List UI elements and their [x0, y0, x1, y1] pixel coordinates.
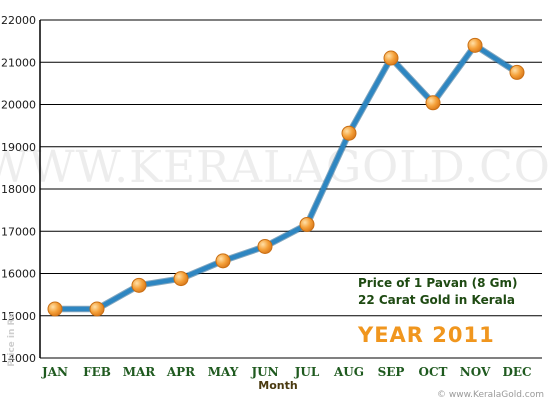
y-tick-16000: 16000	[1, 268, 36, 281]
footer-credit: © www.KeralaGold.com	[437, 390, 544, 400]
data-point-apr	[173, 271, 189, 287]
data-point-sep	[383, 50, 399, 66]
data-point-feb	[89, 301, 105, 317]
x-tick-jan: JAN	[41, 365, 68, 379]
y-tick-17000: 17000	[1, 225, 36, 238]
grid-layer	[40, 19, 542, 359]
x-tick-mar: MAR	[123, 365, 157, 379]
data-point-may	[215, 253, 231, 269]
annotation-gold-line: 22 Carat Gold in Kerala	[358, 293, 515, 307]
data-point-dec	[509, 64, 525, 80]
y-tick-15000: 15000	[1, 310, 36, 323]
series-layer	[47, 37, 525, 317]
data-point-nov	[467, 37, 483, 53]
annotation-price-line: Price of 1 Pavan (8 Gm)	[358, 276, 518, 290]
y-tick-14000: 14000	[1, 352, 36, 365]
y-tick-18000: 18000	[1, 183, 36, 196]
x-tick-apr: APR	[166, 365, 196, 379]
annotation-year: YEAR 2011	[357, 323, 495, 347]
y-tick-labels: 14000 15000 16000 17000 18000 19000 20000 21000…	[1, 14, 36, 365]
y-tick-20000: 20000	[1, 99, 36, 112]
data-point-jan	[47, 301, 63, 317]
data-point-mar	[131, 277, 147, 293]
series-line	[52, 43, 520, 312]
y-tick-22000: 22000	[1, 14, 36, 27]
x-tick-feb: FEB	[83, 365, 111, 379]
x-tick-may: MAY	[208, 365, 239, 379]
x-tick-jul: JUL	[294, 365, 320, 379]
x-axis-label: Month	[258, 379, 297, 392]
x-tick-aug: AUG	[333, 365, 364, 379]
x-tick-labels: JAN FEB MAR APR MAY JUN JUL AUG SEP OCT NOV DEC	[41, 365, 532, 379]
y-axis-label: Price in Rs	[7, 313, 17, 367]
x-tick-nov: NOV	[460, 365, 491, 379]
data-point-aug	[341, 125, 357, 141]
y-tick-19000: 19000	[1, 141, 36, 154]
x-tick-sep: SEP	[378, 365, 405, 379]
x-tick-dec: DEC	[502, 365, 531, 379]
data-point-jun	[257, 238, 273, 254]
data-point-oct	[425, 95, 441, 111]
watermark: WWW.KERALAGOLD.COM	[0, 142, 550, 193]
data-point-jul	[299, 216, 315, 232]
y-tick-21000: 21000	[1, 56, 36, 69]
x-tick-oct: OCT	[419, 365, 448, 379]
x-tick-jun: JUN	[250, 365, 278, 379]
